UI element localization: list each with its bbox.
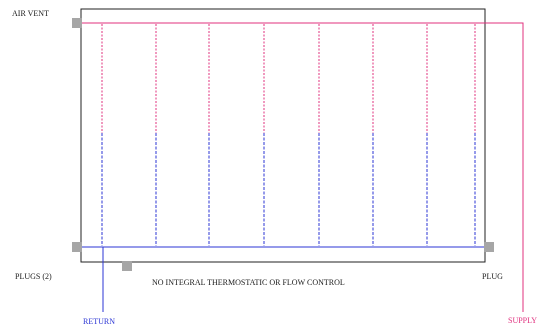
plug-left-fitting (72, 242, 82, 252)
plug-bottom-fitting (122, 261, 132, 271)
air-vent-fitting (72, 18, 82, 28)
air-vent-label: AIR VENT (12, 9, 49, 18)
note-label: NO INTEGRAL THERMOSTATIC OR FLOW CONTROL (152, 278, 345, 287)
supply-label: SUPPLY (508, 316, 537, 325)
plugs-label: PLUGS (2) (15, 272, 52, 281)
supply-pipe (485, 22, 524, 312)
plug-right-fitting (484, 242, 494, 252)
radiator-frame (80, 8, 486, 263)
plug-label: PLUG (482, 272, 503, 281)
radiator-tubes (101, 24, 476, 246)
return-label: RETURN (83, 317, 115, 326)
